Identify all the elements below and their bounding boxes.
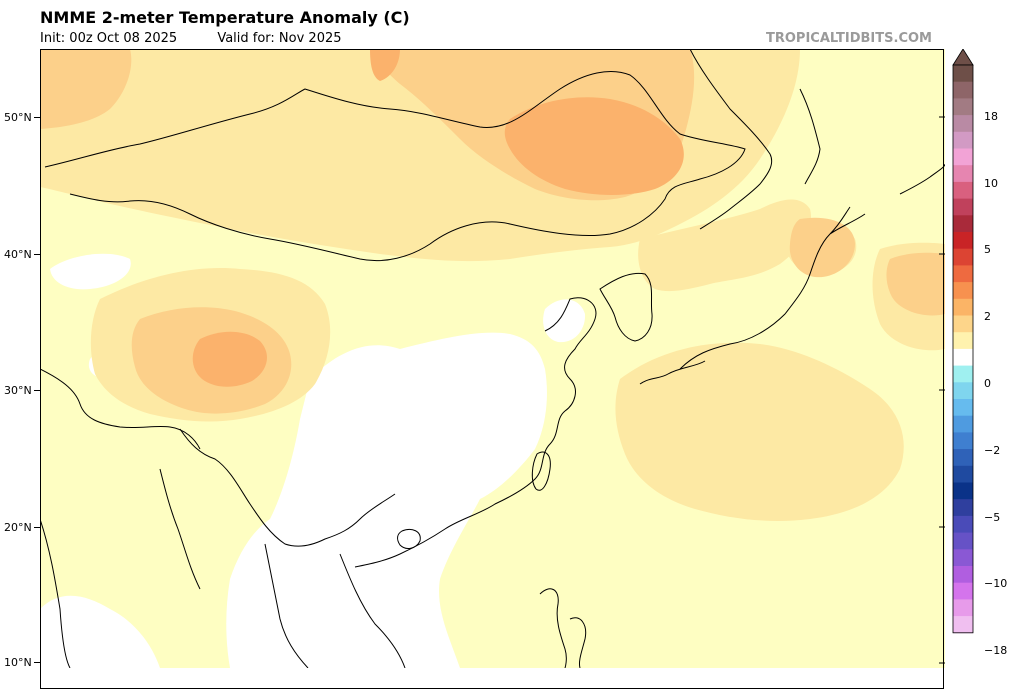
colorbar-swatch: [953, 165, 973, 183]
coastlines-and-borders: [40, 49, 945, 668]
colorbar-swatch: [953, 65, 973, 83]
colorbar-swatch: [953, 198, 973, 216]
colorbar-swatch: [953, 81, 973, 99]
colorbar-swatch: [953, 115, 973, 133]
right-axis-ticks: [939, 116, 945, 664]
colorbar-swatch: [953, 582, 973, 600]
colorbar-swatch: [953, 315, 973, 333]
colorbar-swatch: [953, 482, 973, 500]
colorbar-swatch: [953, 265, 973, 283]
valid-time: Valid for: Nov 2025: [217, 31, 342, 46]
lat-label-40n: 40°N: [4, 248, 32, 261]
colorbar-swatch: [953, 382, 973, 400]
colorbar-label-2: 2: [984, 310, 991, 323]
lat-label-30n: 30°N: [4, 384, 32, 397]
anomaly-map: [40, 49, 945, 668]
colorbar-swatch: [953, 499, 973, 517]
map-svg: [40, 49, 945, 668]
lat-tick-50n: [34, 117, 40, 118]
colorbar-swatch: [953, 348, 973, 367]
colorbar-swatch: [953, 282, 973, 300]
anomaly-warm-4-areas: [192, 49, 684, 387]
lat-tick-40n: [34, 254, 40, 255]
source-credit: TROPICALTIDBITS.COM: [766, 31, 932, 46]
colorbar-swatch: [953, 98, 973, 116]
colorbar-swatch: [953, 215, 973, 233]
map-subtitle: Init: 00z Oct 08 2025 Valid for: Nov 202…: [40, 31, 342, 46]
colorbar-label-5: 5: [984, 243, 991, 256]
colorbar-swatch: [953, 332, 973, 350]
colorbar-swatch: [953, 131, 973, 149]
colorbar-swatch: [953, 399, 973, 417]
colorbar-swatch: [953, 465, 973, 483]
colorbar-swatch: [953, 616, 973, 634]
lat-tick-30n: [34, 390, 40, 391]
colorbar-swatch: [953, 599, 973, 617]
colorbar-label-neg10: −10: [984, 577, 1008, 590]
colorbar-label-neg2: −2: [984, 444, 1001, 457]
colorbar-swatch: [953, 515, 973, 534]
colorbar-label-10: 10: [984, 177, 998, 190]
lat-label-50n: 50°N: [4, 111, 32, 124]
colorbar-label-neg18: −18: [984, 644, 1008, 657]
colorbar-swatch: [953, 415, 973, 433]
anomaly-neutral-areas: [40, 253, 586, 668]
colorbar-max-arrow: [952, 49, 974, 66]
colorbar-swatch: [953, 248, 973, 266]
map-title: NMME 2-meter Temperature Anomaly (C): [40, 8, 410, 27]
colorbar-swatch: [953, 432, 973, 450]
lat-label-20n: 20°N: [4, 521, 32, 534]
colorbar-swatch: [953, 365, 973, 383]
colorbar-swatch: [953, 449, 973, 467]
lat-label-10n: 10°N: [4, 656, 32, 669]
colorbar-swatch: [953, 148, 973, 166]
colorbar-swatch: [953, 566, 973, 584]
colorbar-swatch: [953, 532, 973, 550]
colorbar: [952, 49, 974, 634]
init-time: Init: 00z Oct 08 2025: [40, 31, 178, 46]
colorbar-swatch: [953, 232, 973, 250]
colorbar-swatch: [953, 298, 973, 316]
lat-tick-20n: [34, 527, 40, 528]
colorbar-label-18: 18: [984, 110, 998, 123]
colorbar-label-0: 0: [984, 377, 991, 390]
colorbar-frame: [952, 64, 974, 634]
colorbar-label-neg5: −5: [984, 511, 1001, 524]
colorbar-swatch: [953, 181, 973, 200]
lat-tick-10n: [34, 662, 40, 663]
colorbar-swatch: [953, 549, 973, 567]
